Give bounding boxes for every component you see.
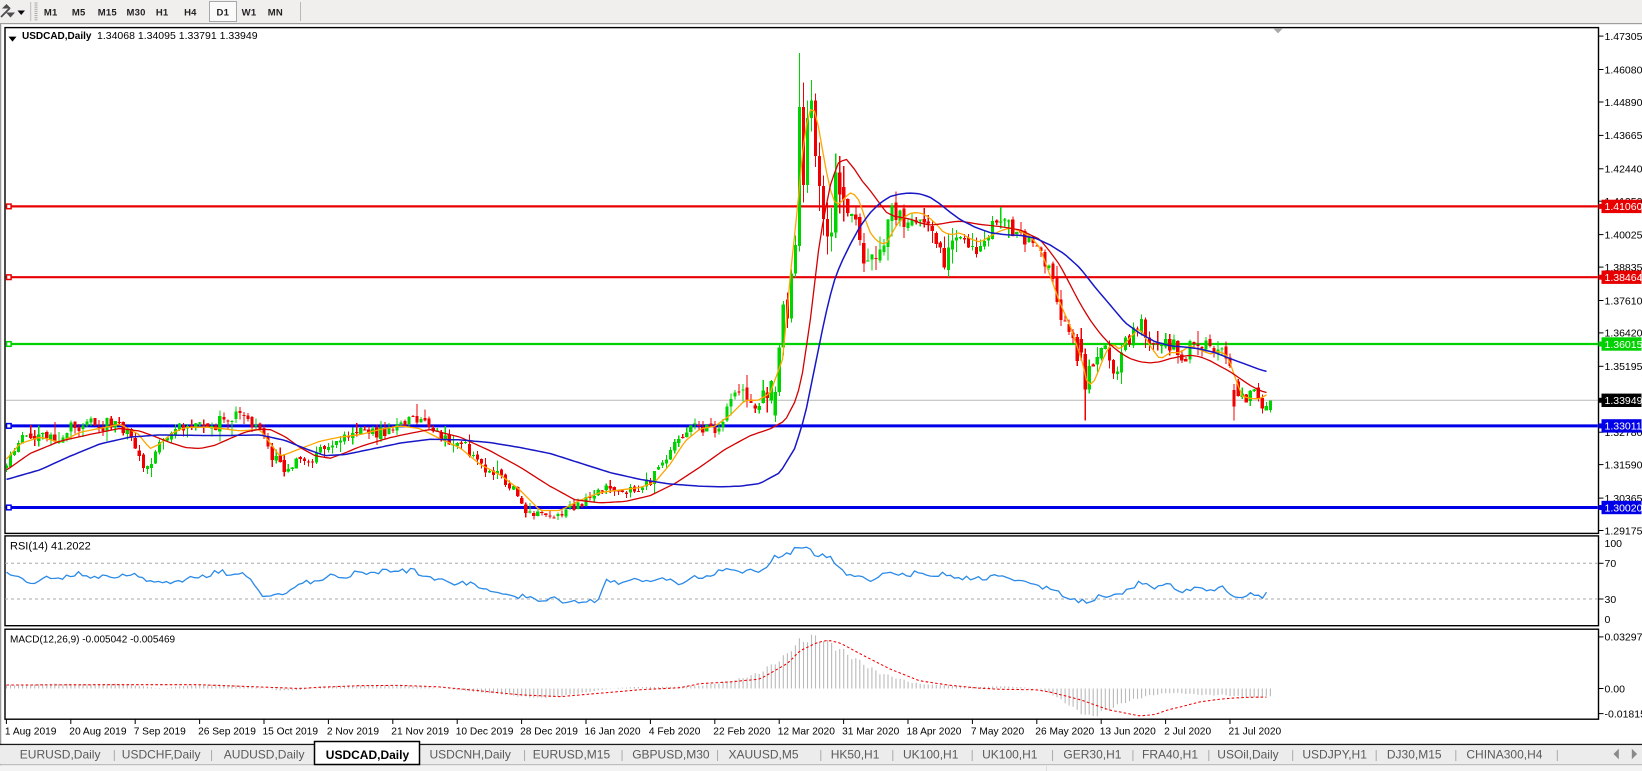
svg-text:USDCNH,Daily: USDCNH,Daily [430, 748, 511, 762]
svg-text:100: 100 [1605, 538, 1623, 550]
svg-text:1.44890: 1.44890 [1605, 97, 1642, 109]
svg-text:4 Feb 2020: 4 Feb 2020 [649, 727, 701, 738]
svg-text:D1: D1 [217, 8, 230, 19]
svg-text:1.29175: 1.29175 [1605, 525, 1642, 537]
svg-text:RSI(14) 41.2022: RSI(14) 41.2022 [10, 541, 91, 553]
svg-text:MN: MN [268, 8, 283, 19]
svg-text:CHINA300,H4: CHINA300,H4 [1466, 748, 1542, 762]
svg-text:21 Jul 2020: 21 Jul 2020 [1229, 727, 1282, 738]
svg-text:1.36015: 1.36015 [1605, 339, 1642, 351]
svg-text:|: | [819, 748, 822, 762]
svg-text:16 Jan 2020: 16 Jan 2020 [585, 727, 641, 738]
svg-text:1.33011: 1.33011 [1605, 421, 1642, 433]
svg-text:GBPUSD,M30: GBPUSD,M30 [632, 748, 710, 762]
svg-text:1.35195: 1.35195 [1605, 361, 1642, 373]
svg-text:M1: M1 [44, 8, 58, 19]
svg-text:1.34068 1.34095 1.33791 1.3394: 1.34068 1.34095 1.33791 1.33949 [97, 30, 258, 42]
svg-text:HK50,H1: HK50,H1 [831, 748, 880, 762]
svg-text:1.46080: 1.46080 [1605, 64, 1642, 76]
svg-text:M5: M5 [72, 8, 86, 19]
svg-text:1.38464: 1.38464 [1605, 272, 1642, 284]
svg-text:0: 0 [1605, 614, 1611, 626]
svg-text:H1: H1 [156, 8, 169, 19]
svg-text:1.37610: 1.37610 [1605, 295, 1642, 307]
svg-text:EURUSD,M15: EURUSD,M15 [533, 748, 611, 762]
svg-text:|: | [621, 748, 624, 762]
svg-text:1.47305: 1.47305 [1605, 31, 1642, 43]
svg-text:USDCAD,Daily: USDCAD,Daily [22, 31, 92, 42]
svg-text:EURUSD,Daily: EURUSD,Daily [20, 748, 101, 762]
svg-text:XAUUSD,M5: XAUUSD,M5 [729, 748, 799, 762]
svg-text:1.36420: 1.36420 [1605, 328, 1642, 340]
svg-text:7 Sep 2019: 7 Sep 2019 [134, 727, 186, 738]
svg-text:UK100,H1: UK100,H1 [903, 748, 959, 762]
svg-text:30: 30 [1605, 594, 1617, 606]
svg-text:|: | [1207, 748, 1210, 762]
svg-text:|: | [891, 748, 894, 762]
svg-text:0.032972: 0.032972 [1605, 632, 1642, 644]
svg-text:21 Nov 2019: 21 Nov 2019 [391, 727, 449, 738]
svg-text:1.42440: 1.42440 [1605, 164, 1642, 176]
svg-text:W1: W1 [242, 8, 257, 19]
svg-text:AUDUSD,Daily: AUDUSD,Daily [224, 748, 305, 762]
svg-text:1 Aug 2019: 1 Aug 2019 [5, 727, 57, 738]
svg-text:H4: H4 [184, 8, 197, 19]
svg-text:|: | [1051, 748, 1054, 762]
svg-text:M30: M30 [127, 8, 146, 19]
svg-text:1.40025: 1.40025 [1605, 229, 1642, 241]
svg-text:10 Dec 2019: 10 Dec 2019 [456, 727, 514, 738]
svg-text:2 Nov 2019: 2 Nov 2019 [327, 727, 379, 738]
svg-text:MACD(12,26,9) -0.005042 -0.005: MACD(12,26,9) -0.005042 -0.005469 [10, 635, 176, 646]
svg-text:26 Sep 2019: 26 Sep 2019 [198, 727, 256, 738]
svg-text:USDJPY,H1: USDJPY,H1 [1302, 748, 1367, 762]
svg-text:13 Jun 2020: 13 Jun 2020 [1100, 727, 1156, 738]
svg-text:7 May 2020: 7 May 2020 [971, 727, 1025, 738]
svg-text:|: | [1131, 748, 1134, 762]
svg-text:26 May 2020: 26 May 2020 [1035, 727, 1094, 738]
svg-text:|: | [1556, 748, 1559, 762]
svg-text:FRA40,H1: FRA40,H1 [1142, 748, 1198, 762]
svg-text:2 Jul 2020: 2 Jul 2020 [1164, 727, 1211, 738]
svg-text:USDCHF,Daily: USDCHF,Daily [122, 748, 201, 762]
svg-text:1.41060: 1.41060 [1605, 201, 1642, 213]
svg-text:1.31590: 1.31590 [1605, 459, 1642, 471]
svg-text:M15: M15 [98, 8, 118, 19]
svg-text:1.43665: 1.43665 [1605, 130, 1642, 142]
svg-text:DJ30,M15: DJ30,M15 [1387, 748, 1442, 762]
svg-text:18 Apr 2020: 18 Apr 2020 [907, 727, 962, 738]
svg-text:|: | [1454, 748, 1457, 762]
svg-text:|: | [971, 748, 974, 762]
svg-text:UK100,H1: UK100,H1 [982, 748, 1038, 762]
svg-text:USOil,Daily: USOil,Daily [1217, 748, 1278, 762]
svg-text:15 Oct 2019: 15 Oct 2019 [263, 727, 319, 738]
svg-text:1.30020: 1.30020 [1605, 502, 1642, 514]
svg-text:20 Aug 2019: 20 Aug 2019 [69, 727, 127, 738]
svg-text:USDCAD,Daily: USDCAD,Daily [326, 748, 410, 762]
svg-text:31 Mar 2020: 31 Mar 2020 [842, 727, 900, 738]
svg-text:GER30,H1: GER30,H1 [1063, 748, 1121, 762]
svg-text:|: | [210, 748, 213, 762]
svg-text:|: | [113, 748, 116, 762]
svg-text:70: 70 [1605, 558, 1617, 570]
svg-text:-0.018154: -0.018154 [1605, 708, 1642, 720]
svg-text:28 Dec 2019: 28 Dec 2019 [520, 727, 578, 738]
svg-text:22 Feb 2020: 22 Feb 2020 [713, 727, 771, 738]
svg-text:12 Mar 2020: 12 Mar 2020 [778, 727, 836, 738]
svg-text:|: | [1375, 748, 1378, 762]
svg-text:1.33949: 1.33949 [1605, 395, 1642, 407]
svg-text:|: | [1291, 748, 1294, 762]
svg-text:|: | [716, 748, 719, 762]
svg-text:|: | [523, 748, 526, 762]
svg-text:0.00: 0.00 [1605, 683, 1626, 695]
